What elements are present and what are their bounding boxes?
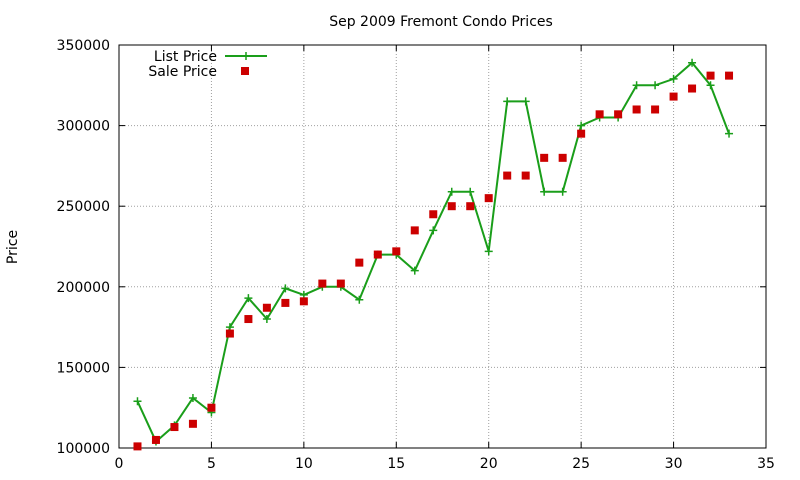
list-price-point xyxy=(244,294,253,303)
sale-price-point xyxy=(355,258,364,267)
x-tick-label: 15 xyxy=(387,456,405,472)
list-price-point xyxy=(725,129,734,138)
list-price-point xyxy=(447,187,456,196)
legend-label-sale-price: Sale Price xyxy=(148,64,217,80)
list-price-point xyxy=(632,81,641,90)
chart-title: Sep 2009 Fremont Condo Prices xyxy=(329,14,553,30)
list-price-point xyxy=(355,295,364,304)
x-tick-label: 0 xyxy=(115,456,124,472)
y-tick-label: 150000 xyxy=(57,360,110,376)
sale-price-point xyxy=(466,202,475,211)
sale-price-point xyxy=(373,250,382,259)
sale-price-point xyxy=(392,247,401,256)
sale-price-point xyxy=(706,71,715,80)
list-price-point xyxy=(466,187,475,196)
sale-price-point xyxy=(207,403,216,412)
sale-price-point xyxy=(688,84,697,93)
plot-frame xyxy=(118,44,767,449)
sale-price-point xyxy=(503,171,512,180)
list-price-point xyxy=(429,226,438,235)
sale-price-point xyxy=(225,329,234,338)
x-tick-label: 35 xyxy=(757,456,775,472)
list-price-point xyxy=(669,74,678,83)
list-price-point xyxy=(262,315,271,324)
list-price-point xyxy=(706,81,715,90)
sale-price-point xyxy=(521,171,530,180)
x-tick-label: 5 xyxy=(207,456,216,472)
sale-price-point xyxy=(669,92,678,101)
legend-label-list-price: List Price xyxy=(154,49,217,65)
list-price-line xyxy=(136,61,730,444)
sale-price-point xyxy=(318,279,327,288)
list-price-point xyxy=(133,397,142,406)
legend-key-list-price-marker xyxy=(242,52,250,60)
sale-price-point xyxy=(614,110,623,119)
list-price-point xyxy=(540,187,549,196)
sale-price-point xyxy=(170,423,179,432)
sale-price-point xyxy=(447,202,456,211)
sale-price-point xyxy=(336,279,345,288)
sale-price-point xyxy=(651,105,660,114)
sale-price-point xyxy=(299,297,308,306)
sale-price-point xyxy=(632,105,641,114)
legend: List Price Sale Price xyxy=(148,49,267,80)
sale-price-point xyxy=(558,153,567,162)
x-tick-label: 30 xyxy=(665,456,683,472)
axis-ticks: 0 5 10 15 20 25 30 35 100000 150000 200000 250000 30… xyxy=(57,38,775,472)
y-tick-label: 250000 xyxy=(57,199,110,215)
sale-price-point xyxy=(725,71,734,80)
list-price-point xyxy=(484,247,493,256)
y-tick-label: 200000 xyxy=(57,280,110,296)
y-tick-label: 350000 xyxy=(57,38,110,54)
sale-price-point xyxy=(281,298,290,307)
series-layer xyxy=(133,58,734,451)
list-price-point xyxy=(503,97,512,106)
legend-key-sale-price xyxy=(241,67,249,75)
sale-price-point xyxy=(244,315,253,324)
sale-price-point xyxy=(577,129,586,138)
sale-price-point xyxy=(484,194,493,203)
x-tick-label: 20 xyxy=(480,456,498,472)
list-price-point xyxy=(577,121,586,130)
list-price-point xyxy=(688,58,697,67)
sale-price-point xyxy=(262,303,271,312)
x-tick-label: 25 xyxy=(572,456,590,472)
sale-price-point xyxy=(410,226,419,235)
list-price-point xyxy=(651,81,660,90)
x-tick-label: 10 xyxy=(295,456,313,472)
y-tick-label: 300000 xyxy=(57,119,110,135)
sale-price-point xyxy=(595,110,604,119)
sale-price-point xyxy=(540,153,549,162)
list-price-point xyxy=(558,187,567,196)
y-tick-label: 100000 xyxy=(57,441,110,457)
list-price-point xyxy=(188,394,197,403)
y-axis-label: Price xyxy=(5,230,21,264)
list-price-point xyxy=(281,284,290,293)
sale-price-point xyxy=(133,442,142,451)
list-price-point xyxy=(410,266,419,275)
list-price-point xyxy=(521,97,530,106)
sale-price-point xyxy=(188,419,197,428)
sale-price-point xyxy=(429,210,438,219)
sale-price-point xyxy=(151,435,160,444)
